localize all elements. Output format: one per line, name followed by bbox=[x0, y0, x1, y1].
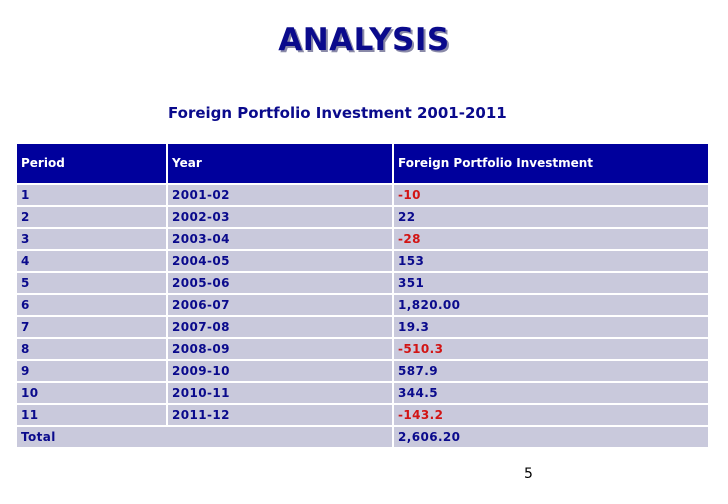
cell-year: 2010-11 bbox=[167, 382, 394, 405]
cell-investment: 22 bbox=[393, 206, 708, 229]
cell-year: 2008-09 bbox=[167, 338, 394, 361]
table-row: 3 2003-04 -28 bbox=[17, 228, 708, 251]
total-label: Total bbox=[17, 426, 394, 449]
cell-investment: 1,820.00 bbox=[393, 294, 708, 317]
total-row: Total 2,606.20 bbox=[17, 426, 708, 449]
cell-period: 4 bbox=[17, 250, 168, 273]
cell-investment: 587.9 bbox=[393, 360, 708, 383]
total-value: 2,606.20 bbox=[393, 426, 708, 449]
cell-year: 2006-07 bbox=[167, 294, 394, 317]
cell-year: 2004-05 bbox=[167, 250, 394, 273]
cell-investment: -510.3 bbox=[393, 338, 708, 361]
table-row: 5 2005-06 351 bbox=[17, 272, 708, 295]
cell-year: 2002-03 bbox=[167, 206, 394, 229]
cell-investment: 19.3 bbox=[393, 316, 708, 339]
table-row: 8 2008-09 -510.3 bbox=[17, 338, 708, 361]
cell-year: 2007-08 bbox=[167, 316, 394, 339]
cell-investment: -10 bbox=[393, 184, 708, 207]
table-row: 11 2011-12 -143.2 bbox=[17, 404, 708, 427]
table-row: 1 2001-02 -10 bbox=[17, 184, 708, 207]
cell-period: 11 bbox=[17, 404, 168, 427]
cell-period: 6 bbox=[17, 294, 168, 317]
table-row: 9 2009-10 587.9 bbox=[17, 360, 708, 383]
cell-period: 8 bbox=[17, 338, 168, 361]
table-row: 7 2007-08 19.3 bbox=[17, 316, 708, 339]
cell-period: 9 bbox=[17, 360, 168, 383]
cell-investment: -143.2 bbox=[393, 404, 708, 427]
cell-investment: 344.5 bbox=[393, 382, 708, 405]
cell-period: 1 bbox=[17, 184, 168, 207]
column-header-period: Period bbox=[17, 144, 168, 185]
cell-year: 2001-02 bbox=[167, 184, 394, 207]
column-header-year: Year bbox=[167, 144, 394, 185]
table-row: 10 2010-11 344.5 bbox=[17, 382, 708, 405]
table-row: 2 2002-03 22 bbox=[17, 206, 708, 229]
cell-year: 2009-10 bbox=[167, 360, 394, 383]
table-body: 1 2001-02 -10 2 2002-03 22 3 2003-04 -28 4 2004-05… bbox=[17, 184, 708, 449]
table-row: 4 2004-05 153 bbox=[17, 250, 708, 273]
cell-period: 3 bbox=[17, 228, 168, 251]
cell-period: 7 bbox=[17, 316, 168, 339]
cell-investment: -28 bbox=[393, 228, 708, 251]
table-row: 6 2006-07 1,820.00 bbox=[17, 294, 708, 317]
cell-investment: 351 bbox=[393, 272, 708, 295]
cell-year: 2003-04 bbox=[167, 228, 394, 251]
table-caption: Foreign Portfolio Investment 2001-2011 bbox=[168, 104, 507, 122]
page-number: 5 bbox=[524, 466, 533, 482]
cell-year: 2005-06 bbox=[167, 272, 394, 295]
fpi-table: Period Year Foreign Portfolio Investment… bbox=[17, 144, 708, 449]
cell-period: 5 bbox=[17, 272, 168, 295]
cell-period: 2 bbox=[17, 206, 168, 229]
slide-title: ANALYSIS bbox=[278, 22, 450, 58]
cell-period: 10 bbox=[17, 382, 168, 405]
table-header-row: Period Year Foreign Portfolio Investment bbox=[17, 144, 708, 185]
cell-year: 2011-12 bbox=[167, 404, 394, 427]
column-header-investment: Foreign Portfolio Investment bbox=[393, 144, 708, 185]
cell-investment: 153 bbox=[393, 250, 708, 273]
